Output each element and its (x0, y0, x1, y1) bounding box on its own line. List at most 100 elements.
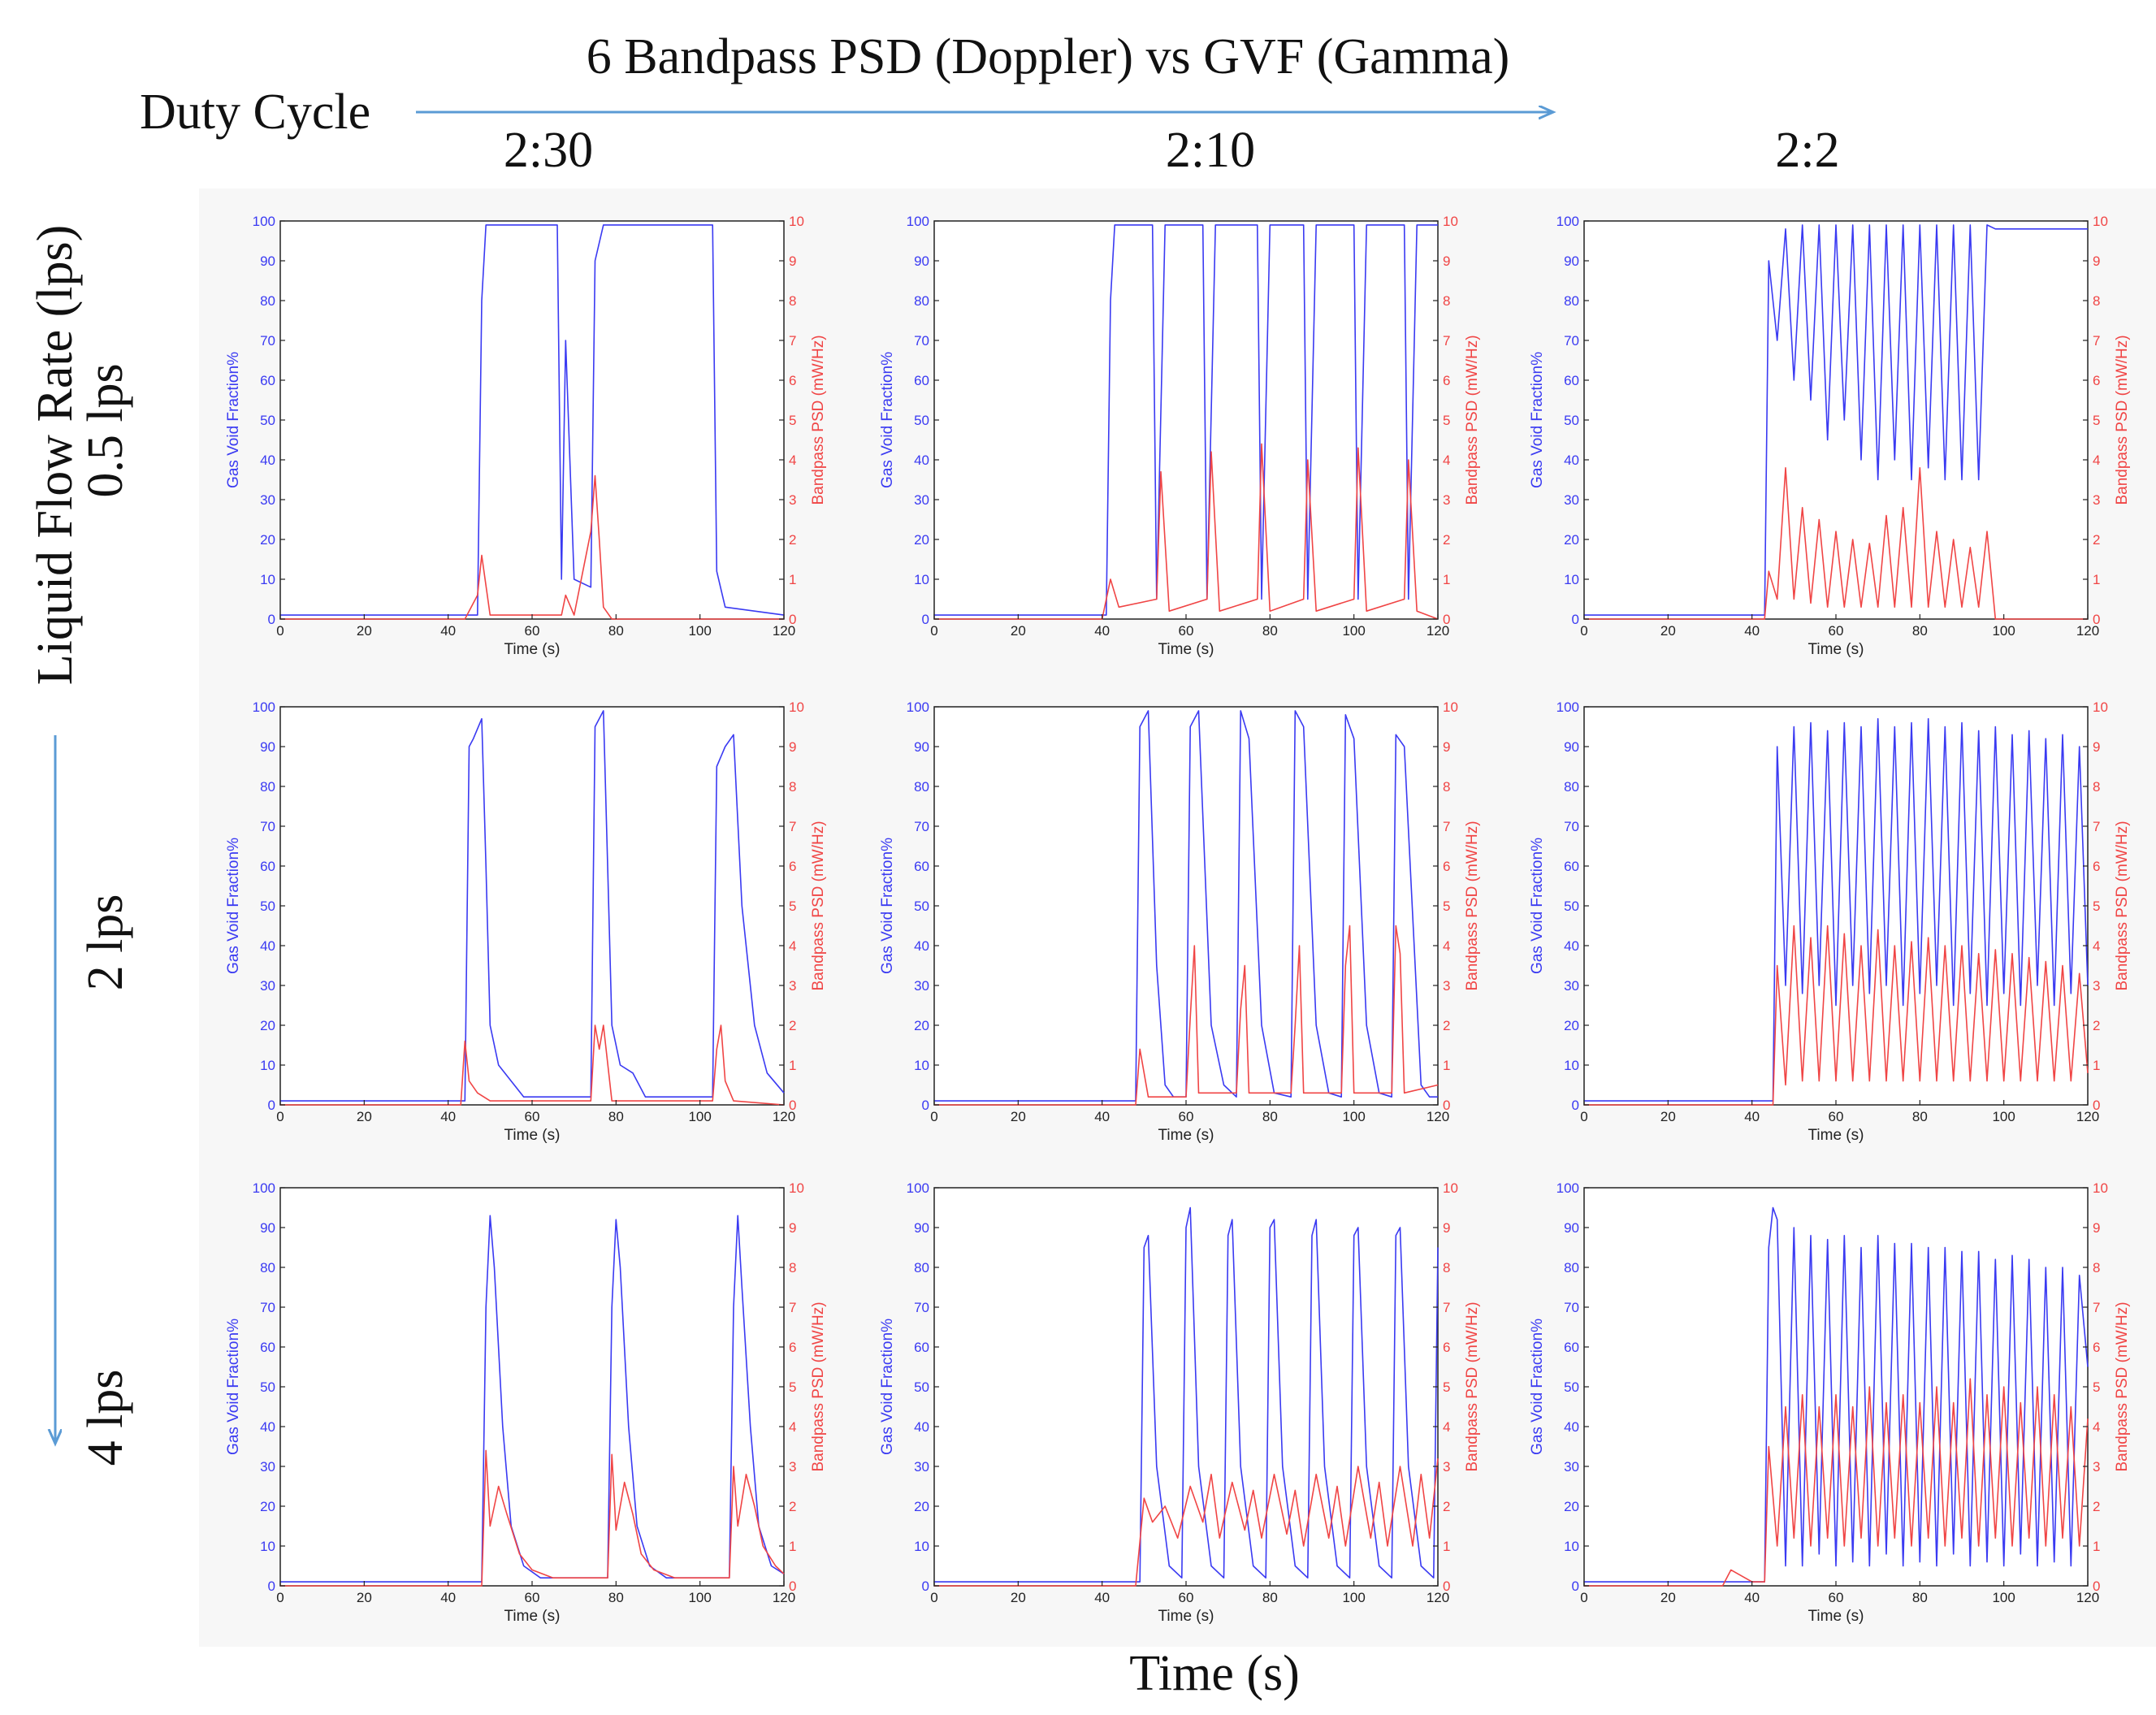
x-tick-label: 60 (1829, 623, 1844, 639)
x-tick-label: 100 (1992, 623, 2015, 639)
y-left-tick-label: 70 (914, 333, 929, 349)
y-left-tick-label: 10 (1564, 572, 1579, 587)
y-right-tick-label: 2 (789, 1499, 796, 1514)
y-left-tick-label: 70 (1564, 333, 1579, 349)
y-right-tick-label: 10 (789, 699, 804, 715)
y-left-tick-label: 50 (260, 413, 275, 428)
y-left-tick-label: 30 (260, 492, 275, 508)
x-tick-label: 120 (1427, 1109, 1449, 1124)
y-right-tick-label: 8 (1443, 293, 1450, 309)
x-tick-label: 80 (1262, 623, 1278, 639)
y-left-tick-label: 0 (922, 612, 929, 627)
y-left-tick-label: 50 (260, 899, 275, 914)
y-left-tick-label: 70 (914, 1300, 929, 1315)
y-right-tick-label: 9 (1443, 739, 1450, 755)
y-right-tick-label: 5 (1443, 899, 1450, 914)
y-right-tick-label: 2 (789, 1018, 796, 1033)
y-left-tick-label: 30 (260, 978, 275, 994)
y-left-tick-label: 0 (268, 612, 275, 627)
y-left-tick-label: 80 (1564, 779, 1579, 795)
y-left-tick-label: 20 (914, 1018, 929, 1033)
y-right-tick-label: 7 (1443, 1300, 1450, 1315)
y-right-tick-label: 7 (789, 819, 796, 834)
y-right-tick-label: 1 (789, 1058, 796, 1073)
x-tick-label: 120 (2076, 623, 2099, 639)
x-axis-label: Time (s) (1158, 1127, 1214, 1144)
column-label-2-30: 2:30 (504, 123, 593, 178)
y-left-tick-label: 60 (1564, 1340, 1579, 1355)
y-left-tick-label: 70 (260, 819, 275, 834)
x-tick-label: 100 (688, 623, 711, 639)
x-tick-label: 20 (1660, 623, 1676, 639)
x-tick-label: 120 (773, 1590, 795, 1605)
y-left-tick-label: 90 (260, 1220, 275, 1236)
y-left-tick-label: 10 (914, 1058, 929, 1073)
y-right-tick-label: 8 (1443, 779, 1450, 795)
y-right-tick-label: 3 (1443, 1459, 1450, 1475)
y-left-axis-label: Gas Void Fraction% (879, 838, 896, 974)
psd-line (934, 1458, 1439, 1587)
x-tick-label: 0 (276, 1109, 284, 1124)
x-axis-label: Time (s) (1808, 641, 1864, 658)
plot-area (933, 220, 1439, 620)
y-left-tick-label: 80 (914, 1260, 929, 1275)
y-right-tick-label: 7 (2093, 333, 2100, 349)
x-tick-label: 100 (1342, 1590, 1365, 1605)
x-tick-label: 0 (276, 623, 284, 639)
y-right-tick-label: 5 (2093, 413, 2100, 428)
x-tick-label: 0 (930, 623, 937, 639)
y-right-tick-label: 0 (1443, 1579, 1450, 1594)
x-tick-label: 20 (1660, 1590, 1676, 1605)
psd-line (934, 925, 1439, 1106)
y-left-tick-label: 0 (268, 1098, 275, 1113)
x-tick-label: 120 (1427, 623, 1449, 639)
y-left-tick-label: 20 (1564, 1018, 1579, 1033)
y-left-tick-label: 0 (1572, 1098, 1579, 1113)
y-right-tick-label: 1 (2093, 1539, 2100, 1554)
x-tick-label: 100 (688, 1109, 711, 1124)
y-right-tick-label: 1 (789, 1539, 796, 1554)
psd-line (280, 474, 784, 620)
x-tick-label: 0 (276, 1590, 284, 1605)
x-tick-label: 20 (1011, 1109, 1026, 1124)
y-left-tick-label: 20 (260, 1499, 275, 1514)
x-tick-label: 60 (525, 1590, 540, 1605)
y-left-tick-label: 40 (1564, 1419, 1579, 1435)
y-right-tick-label: 2 (2093, 1499, 2100, 1514)
x-tick-label: 20 (357, 1590, 372, 1605)
y-right-tick-label: 2 (1443, 1018, 1450, 1033)
y-right-axis-label: Bandpass PSD (mW/Hz) (1464, 335, 1481, 505)
y-left-tick-label: 90 (914, 739, 929, 755)
y-right-tick-label: 1 (789, 572, 796, 587)
y-left-tick-label: 50 (914, 1379, 929, 1395)
x-tick-label: 80 (608, 623, 624, 639)
x-tick-label: 40 (440, 1109, 456, 1124)
y-right-tick-label: 8 (2093, 779, 2100, 795)
y-left-tick-label: 70 (1564, 819, 1579, 834)
y-left-tick-label: 40 (260, 453, 275, 468)
plot-area (279, 1187, 785, 1587)
x-axis-label: Time (s) (1158, 1608, 1214, 1625)
y-left-axis-label: Gas Void Fraction% (225, 838, 242, 974)
x-tick-label: 100 (688, 1590, 711, 1605)
y-right-tick-label: 8 (1443, 1260, 1450, 1275)
y-right-tick-label: 5 (789, 899, 796, 914)
y-left-tick-label: 80 (260, 293, 275, 309)
y-left-tick-label: 90 (1564, 253, 1579, 269)
y-left-tick-label: 40 (1564, 453, 1579, 468)
x-axis-label: Time (s) (1158, 641, 1214, 658)
y-left-tick-label: 100 (253, 1180, 275, 1196)
y-right-tick-label: 6 (2093, 859, 2100, 874)
y-left-tick-label: 30 (914, 492, 929, 508)
y-right-tick-label: 1 (1443, 1539, 1450, 1554)
y-left-tick-label: 70 (1564, 1300, 1579, 1315)
row-label-2-lps: 2 lps (78, 894, 133, 991)
x-tick-label: 60 (1179, 1109, 1194, 1124)
duty-cycle-label: Duty Cycle (140, 84, 370, 140)
gvf-line (280, 1215, 785, 1583)
y-right-tick-label: 0 (1443, 612, 1450, 627)
y-right-tick-label: 0 (1443, 1098, 1450, 1113)
